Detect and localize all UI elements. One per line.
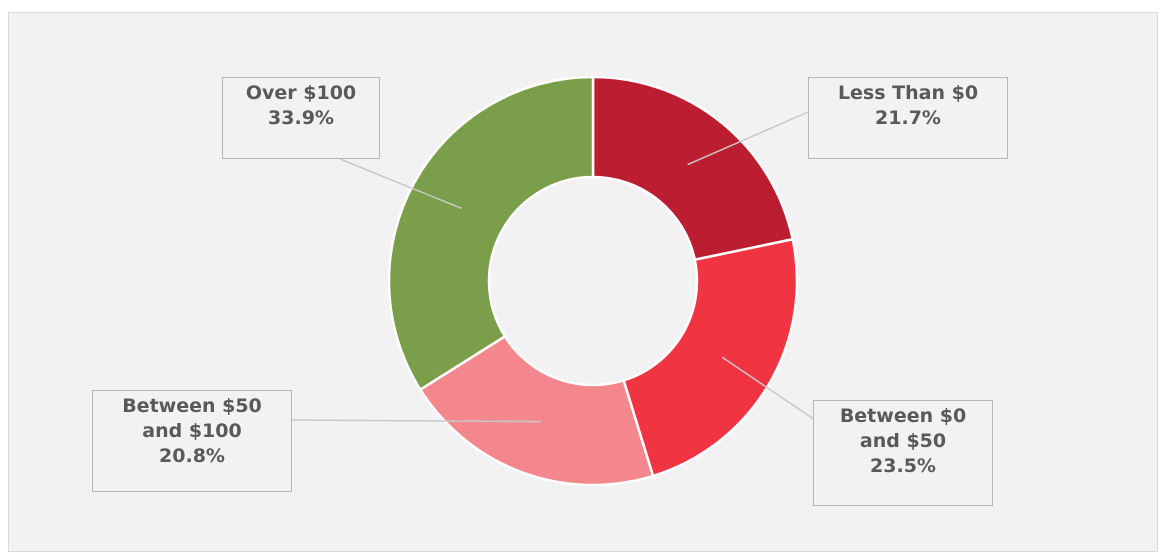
- leader-line: [291, 419, 541, 423]
- donut-slice: [387, 75, 595, 392]
- leader-line: [721, 356, 816, 421]
- label-category: Less Than $0: [837, 82, 979, 104]
- data-label: Between $0 and $50 23.5%: [813, 400, 993, 506]
- label-category: Between $50 and $100: [122, 395, 262, 442]
- label-category: Over $100: [245, 82, 357, 104]
- donut-slice: [591, 75, 795, 262]
- label-value: 23.5%: [870, 455, 936, 477]
- label-category: Between $0 and $50: [839, 405, 967, 452]
- donut-slice: [418, 334, 655, 487]
- data-label: Over $100 33.9%: [222, 77, 380, 159]
- label-value: 21.7%: [875, 107, 941, 129]
- label-value: 20.8%: [159, 445, 225, 467]
- leader-line: [339, 158, 462, 210]
- leader-line: [687, 111, 809, 166]
- data-label: Less Than $0 21.7%: [808, 77, 1008, 159]
- donut-slice: [622, 237, 799, 478]
- label-value: 33.9%: [268, 107, 334, 129]
- data-label: Between $50 and $100 20.8%: [92, 390, 292, 492]
